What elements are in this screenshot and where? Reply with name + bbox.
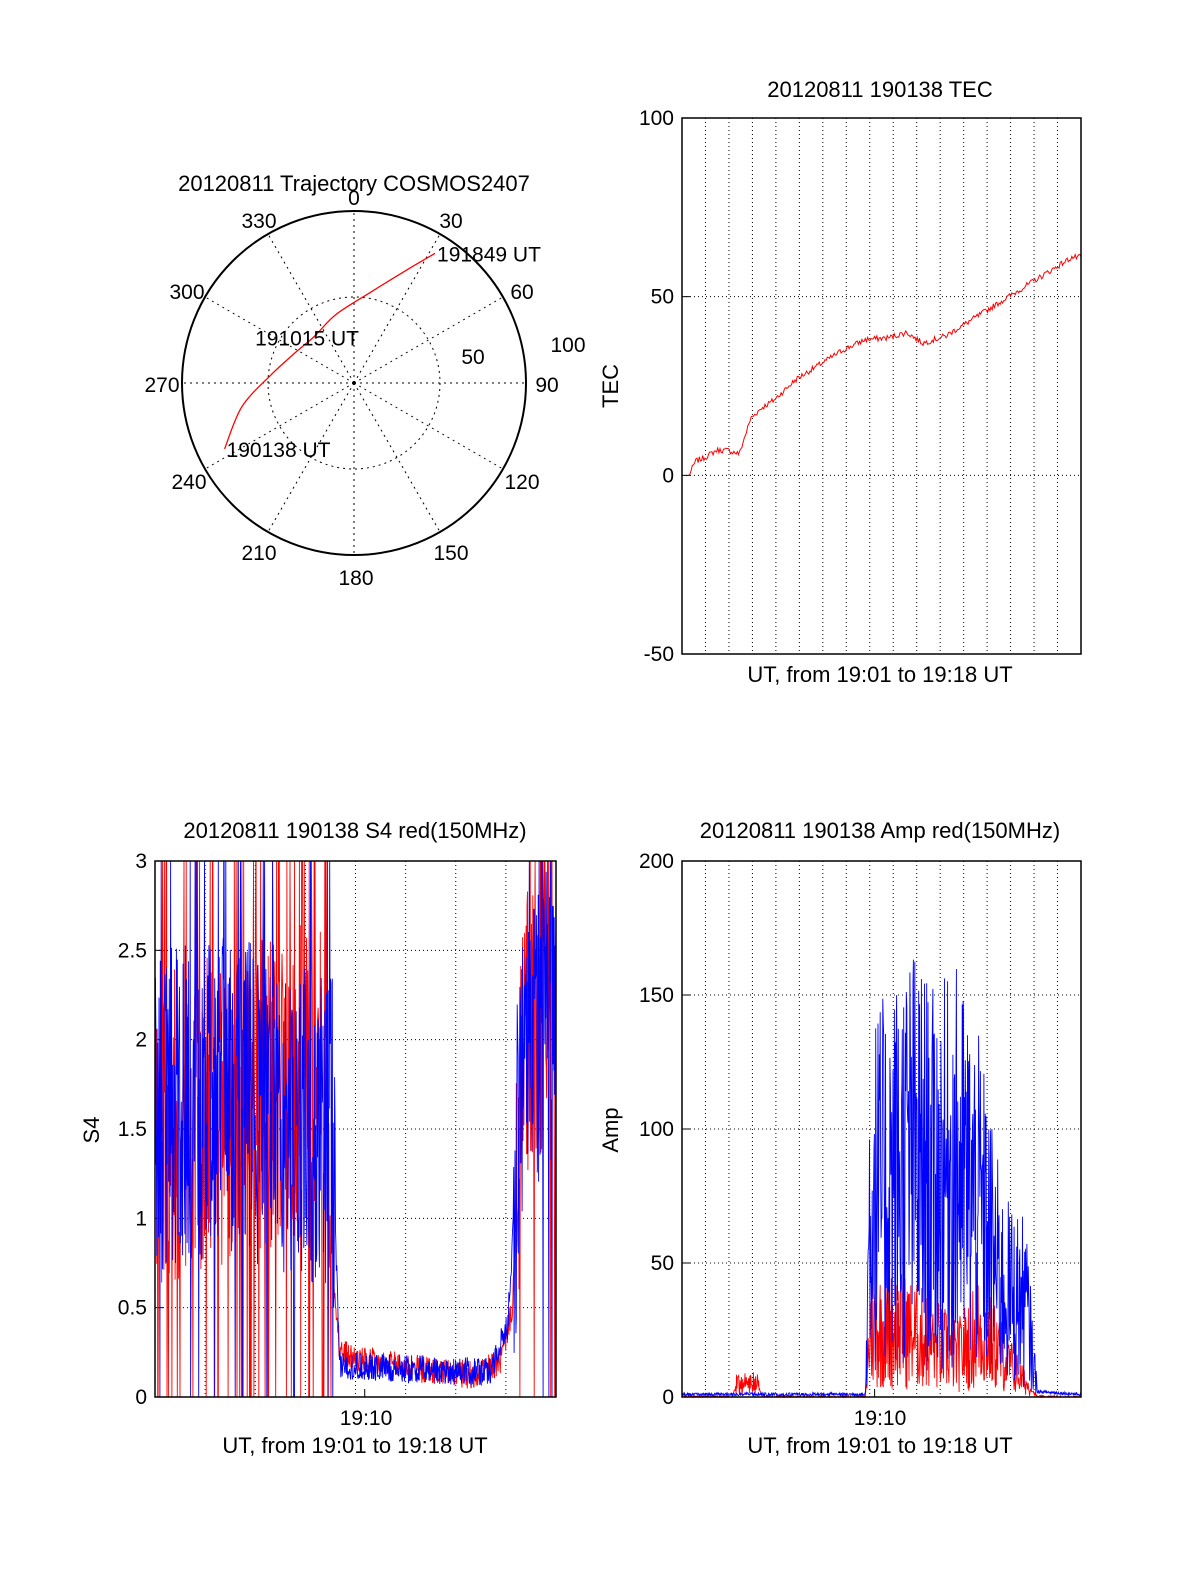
polar-azimuth-label: 180 [338,567,373,590]
polar-radial-label: 50 [461,346,484,369]
y-tick-label: 50 [651,286,674,309]
amp-x-label: UT, from 19:01 to 19:18 UT [747,1433,1012,1458]
polar-outer-circle [181,210,527,556]
s4-x-tick-label: 19:10 [340,1407,393,1430]
y-tick-label: 200 [639,850,674,873]
polar-azimuth-label: 60 [510,281,533,304]
polar-azimuth-label: 120 [504,471,539,494]
y-tick-label: 1 [135,1207,147,1230]
polar-annotation: 191849 UT [437,243,541,266]
amp-chart: 20120811 190138 Amp red(150MHz) 200 150 10… [598,818,1082,1458]
y-tick-label: 2.5 [118,939,147,962]
polar-azimuth-label: 210 [241,542,276,565]
polar-azimuth-label: 300 [169,281,204,304]
polar-azimuth-label: 150 [433,542,468,565]
s4-y-ticks: 3 2.5 2 1.5 1 0.5 0 [118,850,366,1409]
amp-grid [682,861,1081,1397]
polar-spoke [204,382,355,470]
polar-trajectory [223,252,436,450]
amp-title: 20120811 190138 Amp red(150MHz) [700,818,1060,843]
tec-line [688,253,1082,476]
polar-grid [181,210,527,556]
polar-annotation: 190138 UT [227,439,331,462]
y-tick-label: 1.5 [118,1118,147,1141]
series-line [681,959,1082,1398]
s4-y-label: S4 [79,1117,104,1144]
tec-grid [682,118,1081,654]
s4-title: 20120811 190138 S4 red(150MHz) [183,818,526,843]
polar-azimuth-label: 240 [171,471,206,494]
amp-x-tick-label: 19:10 [854,1407,907,1430]
amp-y-label: Amp [598,1107,623,1152]
series-line [154,860,557,1398]
polar-azimuth-labels: 0 30 60 90 120 150 180 210 240 270 300 330 [144,187,558,590]
s4-x-label: UT, from 19:01 to 19:18 UT [222,1433,487,1458]
y-tick-label: 3 [135,850,147,873]
polar-spoke [204,296,355,384]
s4-plot-frame [154,860,557,1398]
polar-spoke [267,233,355,384]
y-tick-label: 0 [662,464,674,487]
y-tick-label: 2 [135,1029,147,1052]
amp-y-ticks: 200 150 100 50 0 [639,850,876,1409]
polar-trajectory-chart: 20120811 Trajectory COSMOS2407 0 30 60 90 12… [144,171,585,590]
trajectory-line [223,252,436,450]
polar-spoke [353,382,504,470]
tec-title: 20120811 190138 TEC [767,77,993,102]
polar-annotations: 191849 UT 191015 UT 190138 UT [227,243,542,462]
y-tick-label: 100 [639,107,674,130]
y-tick-label: 0 [135,1386,147,1409]
polar-radial-label: 100 [550,334,585,357]
s4-chart: 20120811 190138 S4 red(150MHz) 3 2.5 2 1.5 1… [79,818,557,1458]
tec-y-ticks: 100 50 0 -50 [639,107,690,666]
y-tick-label: -50 [644,643,674,666]
amp-series [681,959,1082,1399]
tec-x-label: UT, from 19:01 to 19:18 UT [747,662,1012,687]
polar-azimuth-label: 270 [144,374,179,397]
tec-chart: 20120811 190138 TEC 100 50 0 -50 UT, from 1… [598,77,1082,687]
y-tick-label: 150 [639,984,674,1007]
s4-series [154,860,557,1398]
polar-spoke [353,296,504,384]
amp-plot-frame [681,860,1082,1398]
y-tick-label: 50 [651,1252,674,1275]
polar-azimuth-label: 0 [348,187,360,210]
polar-azimuth-label: 330 [241,210,276,233]
y-tick-label: 0.5 [118,1297,147,1320]
polar-spoke [353,382,441,533]
series-line [681,1274,1082,1399]
y-tick-label: 0 [662,1386,674,1409]
polar-azimuth-label: 30 [439,210,462,233]
polar-radial-labels: 50 100 [461,334,585,369]
tec-y-label: TEC [598,364,623,408]
tec-series [688,253,1082,476]
polar-annotation: 191015 UT [255,328,359,351]
polar-azimuth-label: 90 [535,374,558,397]
tec-plot-frame [681,117,1082,655]
polar-spoke [353,233,441,384]
polar-title: 20120811 Trajectory COSMOS2407 [178,171,530,196]
polar-spoke [267,382,355,533]
y-tick-label: 100 [639,1118,674,1141]
